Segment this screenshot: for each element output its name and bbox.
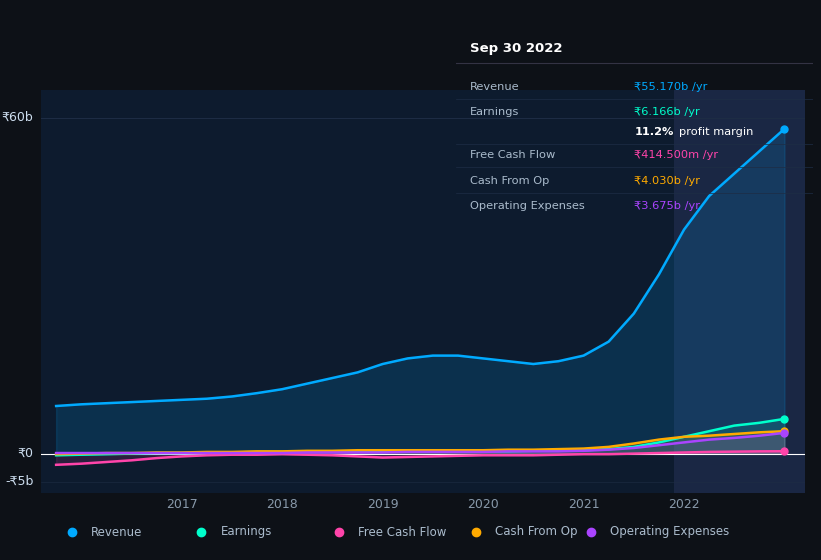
Text: 11.2%: 11.2% xyxy=(635,127,673,137)
Text: Cash From Op: Cash From Op xyxy=(495,525,578,539)
Text: Operating Expenses: Operating Expenses xyxy=(470,202,585,211)
Text: -₹5b: -₹5b xyxy=(5,475,34,488)
Text: Operating Expenses: Operating Expenses xyxy=(610,525,729,539)
Text: Earnings: Earnings xyxy=(221,525,272,539)
Text: ₹414.500m /yr: ₹414.500m /yr xyxy=(635,151,718,160)
Text: ₹6.166b /yr: ₹6.166b /yr xyxy=(635,108,700,117)
Bar xyxy=(674,90,805,493)
Text: ₹60b: ₹60b xyxy=(2,111,34,124)
Text: Earnings: Earnings xyxy=(470,108,520,117)
Text: ₹0: ₹0 xyxy=(17,447,34,460)
Text: ₹3.675b /yr: ₹3.675b /yr xyxy=(635,202,700,211)
Text: Free Cash Flow: Free Cash Flow xyxy=(358,525,447,539)
Text: ₹55.170b /yr: ₹55.170b /yr xyxy=(635,82,708,92)
Text: Revenue: Revenue xyxy=(90,525,142,539)
Text: Revenue: Revenue xyxy=(470,82,520,92)
Text: profit margin: profit margin xyxy=(679,127,753,137)
Text: ₹4.030b /yr: ₹4.030b /yr xyxy=(635,176,700,186)
Text: Free Cash Flow: Free Cash Flow xyxy=(470,151,555,160)
Text: Sep 30 2022: Sep 30 2022 xyxy=(470,42,562,55)
Text: Cash From Op: Cash From Op xyxy=(470,176,549,186)
